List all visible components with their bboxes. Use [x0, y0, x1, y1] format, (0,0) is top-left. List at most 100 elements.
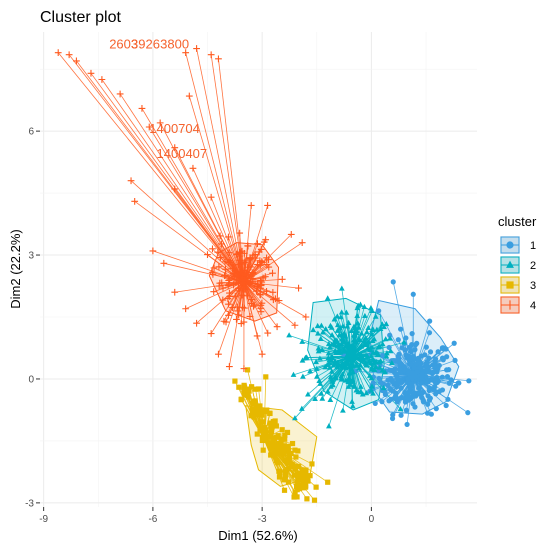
y-tick-label: -3	[25, 498, 34, 509]
cluster-point	[387, 335, 393, 341]
cluster-point	[258, 350, 266, 358]
cluster-point	[267, 410, 273, 417]
cluster-point	[444, 373, 451, 380]
cluster-point	[439, 355, 446, 361]
point-annotation: 3800	[160, 37, 189, 52]
cluster-point	[232, 378, 238, 384]
cluster-point	[340, 323, 346, 329]
cluster-point	[290, 463, 296, 469]
cluster-point	[419, 380, 425, 386]
cluster-point	[374, 349, 380, 356]
cluster-point	[305, 391, 311, 397]
cluster-point	[324, 361, 331, 368]
cluster-point	[356, 365, 362, 371]
cluster-point	[403, 407, 410, 413]
cluster-point	[236, 248, 244, 256]
cluster-point	[344, 323, 351, 329]
cluster-point	[423, 363, 429, 369]
cluster-point	[282, 457, 288, 463]
cluster-point	[269, 288, 277, 296]
cluster-point	[358, 343, 365, 349]
cluster-point	[318, 390, 325, 396]
legend-title: cluster	[498, 214, 537, 229]
cluster-segment-4	[196, 48, 245, 282]
cluster-segment-4	[148, 126, 245, 283]
cluster-point	[241, 304, 248, 312]
cluster-segment-4	[192, 168, 245, 283]
cluster-point	[244, 271, 252, 278]
cluster-point	[427, 318, 433, 324]
cluster-segment-4	[228, 281, 245, 367]
cluster-point	[317, 380, 324, 386]
cluster-point	[276, 474, 283, 480]
cluster-point	[272, 451, 278, 457]
cluster-point	[424, 378, 431, 385]
legend-marker-4	[505, 300, 515, 310]
cluster-point	[286, 450, 292, 457]
cluster-point	[338, 376, 345, 382]
cluster-point	[275, 297, 283, 304]
cluster-point	[419, 371, 425, 377]
cluster-point	[406, 389, 412, 395]
point-annotation: 1400407	[157, 146, 208, 161]
cluster-point	[382, 369, 388, 375]
cluster-point	[349, 398, 355, 404]
cluster-point	[219, 284, 227, 292]
cluster-point	[273, 458, 280, 464]
cluster-point	[293, 483, 300, 490]
cluster-point	[435, 349, 441, 355]
cluster-point	[369, 331, 375, 337]
cluster-point	[320, 329, 326, 335]
cluster-point	[369, 326, 376, 333]
cluster-point	[189, 164, 197, 172]
cluster-point	[250, 413, 257, 419]
cluster-segment-4	[188, 95, 245, 283]
cluster-point	[256, 290, 264, 298]
cluster-point	[54, 49, 62, 57]
cluster-point	[295, 476, 301, 482]
cluster-point	[427, 395, 433, 401]
cluster-point	[236, 384, 242, 390]
cluster-point	[225, 300, 232, 308]
cluster-point	[302, 483, 308, 489]
cluster-point	[456, 380, 462, 386]
cluster-point	[281, 487, 288, 493]
cluster-point	[241, 382, 247, 388]
cluster-point	[282, 468, 288, 475]
cluster-point	[328, 356, 334, 363]
cluster-point	[254, 240, 261, 248]
cluster-point	[221, 258, 229, 266]
cluster-point	[264, 329, 272, 337]
legend-label-4: 4	[530, 300, 536, 312]
cluster-segment-4	[174, 147, 245, 283]
cluster-segment-4	[57, 52, 245, 283]
cluster-point	[370, 390, 376, 396]
cluster-point	[291, 472, 298, 478]
cluster-point	[413, 360, 420, 367]
cluster-point	[412, 404, 418, 410]
cluster-point	[251, 301, 259, 309]
cluster-point	[235, 261, 242, 269]
cluster-point	[327, 322, 334, 328]
cluster-point	[351, 382, 358, 388]
point-annotation: 3926	[131, 37, 160, 52]
cluster-point	[377, 325, 384, 332]
cluster-point	[215, 350, 222, 358]
cluster-point	[398, 385, 404, 391]
cluster-point	[292, 415, 298, 421]
cluster-point	[443, 402, 449, 409]
cluster-point	[145, 123, 153, 131]
cluster-point	[210, 264, 218, 272]
cluster-point	[406, 356, 412, 363]
cluster-point	[309, 461, 315, 467]
cluster-point	[381, 323, 387, 330]
cluster-point	[248, 384, 255, 390]
cluster-point	[254, 431, 260, 437]
cluster-point	[432, 383, 438, 390]
cluster-point	[371, 366, 378, 373]
cluster-point	[397, 369, 403, 376]
cluster-point	[247, 263, 255, 271]
cluster-point	[404, 421, 410, 428]
cluster-point	[367, 346, 374, 353]
cluster-point	[273, 323, 281, 331]
